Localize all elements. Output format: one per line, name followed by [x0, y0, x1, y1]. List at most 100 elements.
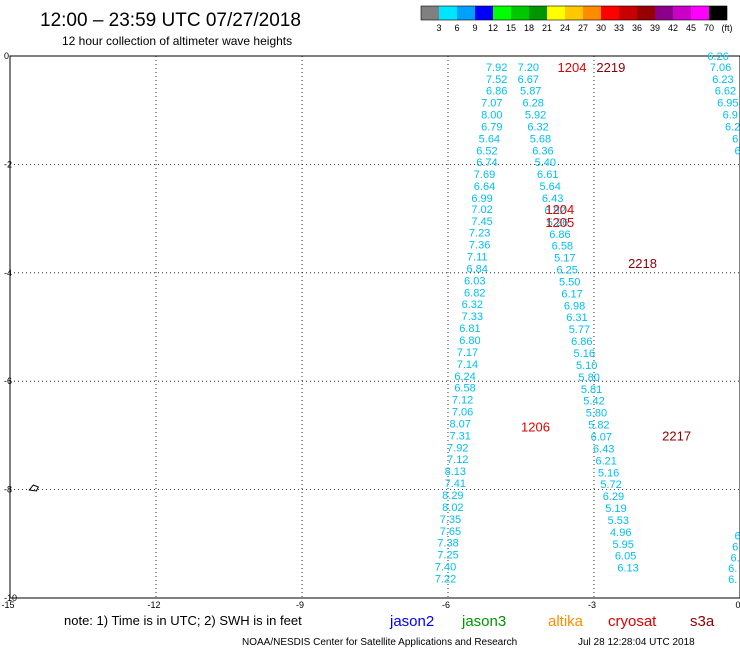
wave-height-label: 5.68: [530, 133, 551, 145]
wave-height-label: 5.81: [581, 384, 602, 396]
wave-height-label: 5.95: [612, 539, 633, 551]
wave-height-label: 7.25: [437, 550, 458, 562]
wave-height-label: 7.23: [469, 228, 490, 240]
wave-height-label: 6: [735, 145, 740, 157]
wave-height-label: 6.43: [593, 443, 614, 455]
wave-height-label: 6.: [728, 574, 737, 586]
wave-height-label: 6.74: [476, 157, 497, 169]
wave-height-label: 8.02: [442, 502, 463, 514]
wave-height-label: 5.26: [547, 217, 568, 229]
color-scale-swatch: [421, 6, 439, 20]
color-scale-swatch: [655, 6, 673, 20]
wave-height-points: 7.927.526.867.078.006.795.646.526.747.69…: [435, 51, 740, 586]
wave-height-label: 7.12: [447, 454, 468, 466]
track-time-label: 1204: [545, 202, 574, 217]
wave-height-label: 6.84: [466, 263, 487, 275]
color-scale-label: 36: [632, 23, 642, 33]
wave-height-label: 8.07: [449, 418, 470, 430]
wave-height-label: 6.86: [549, 229, 570, 241]
legend-jason2: jason2: [389, 613, 434, 630]
x-tick-label: -12: [147, 600, 160, 610]
wave-height-label: 6.32: [462, 299, 483, 311]
satellite-legend: jason2 jason3 altika cryosat s3a: [389, 613, 715, 630]
wave-height-label: 6.79: [481, 121, 502, 133]
wave-height-label: 7.14: [457, 359, 478, 371]
color-scale-label: 12: [488, 23, 498, 33]
legend-jason3: jason3: [461, 613, 506, 630]
color-scale-swatch: [439, 6, 457, 20]
color-scale-swatch: [583, 6, 601, 20]
wave-height-label: 5.42: [583, 396, 604, 408]
y-tick-labels: 0 -2 -4 -6 -8 -10: [4, 51, 17, 603]
wave-height-label: 6.36: [532, 145, 553, 157]
wave-height-label: 6: [732, 133, 738, 145]
wave-height-label: 8.00: [481, 110, 502, 122]
wave-height-label: 6.58: [552, 241, 573, 253]
wave-height-label: 7.92: [447, 442, 468, 454]
y-tick-label: -8: [4, 485, 12, 495]
wave-height-label: 6.86: [486, 86, 507, 98]
color-scale-label: 39: [650, 23, 660, 33]
wave-height-label: 5.82: [588, 420, 609, 432]
y-tick-label: -10: [4, 593, 17, 603]
wave-height-label: 5.16: [574, 348, 595, 360]
color-scale-label: 33: [614, 23, 624, 33]
wave-height-label: 7.22: [435, 573, 456, 585]
wave-height-label: 7.35: [440, 514, 461, 526]
legend-cryosat: cryosat: [608, 613, 657, 630]
wave-height-label: 5.87: [520, 86, 541, 98]
color-scale-label: 42: [668, 23, 678, 33]
x-tick-label: -9: [296, 600, 304, 610]
wave-height-label: 6: [735, 531, 740, 543]
track-time-label: 1205: [545, 215, 574, 230]
color-scale-label: 21: [542, 23, 552, 33]
wave-height-label: 6.: [731, 552, 740, 564]
wave-height-label: 6.31: [566, 312, 587, 324]
wave-height-label: 7.36: [469, 240, 490, 252]
x-tick-labels: -15 -12 -9 -6 -3 0: [1, 600, 740, 610]
color-scale-swatch: [493, 6, 511, 20]
wave-height-label: 6.24: [454, 371, 475, 383]
wave-height-label: 6.07: [591, 431, 612, 443]
color-scale-label: 15: [506, 23, 516, 33]
wave-height-label: 7.41: [445, 478, 466, 490]
wave-height-label: 6.82: [464, 287, 485, 299]
wave-height-label: 5.80: [578, 372, 599, 384]
color-scale-label: 24: [560, 23, 570, 33]
x-tick-label: -6: [442, 600, 450, 610]
wave-height-label: 6.25: [557, 265, 578, 277]
wave-height-label: 6.81: [459, 323, 480, 335]
chart-title: 12:00 – 23:59 UTC 07/27/2018: [40, 10, 301, 31]
wave-height-label: 6.86: [571, 336, 592, 348]
wave-height-label: 6.23: [712, 74, 733, 86]
wave-height-label: 7.52: [486, 74, 507, 86]
wave-height-label: 6.64: [474, 181, 495, 193]
wave-height-label: 5.77: [569, 324, 590, 336]
wave-height-label: 5.16: [598, 467, 619, 479]
wave-height-label: 6.52: [476, 145, 497, 157]
x-tick-label: 0: [735, 600, 740, 610]
wave-height-label: 7.06: [710, 62, 731, 74]
footer-note: note: 1) Time is in UTC; 2) SWH is in fe…: [64, 613, 302, 628]
wave-height-label: 6.43: [542, 193, 563, 205]
wave-height-label: 6.58: [454, 383, 475, 395]
wave-height-label: 6.03: [464, 275, 485, 287]
wave-height-label: 5.40: [535, 157, 556, 169]
track-time-label: 1204: [558, 60, 587, 75]
wave-height-label: 8.29: [442, 490, 463, 502]
wave-height-label: 4.96: [610, 527, 631, 539]
chart-subtitle: 12 hour collection of altimeter wave hei…: [62, 34, 292, 48]
wave-height-label: 5.53: [608, 515, 629, 527]
wave-height-label: 7.02: [471, 204, 492, 216]
wave-height-label: 7.92: [486, 62, 507, 74]
wave-height-label: 6.99: [471, 193, 492, 205]
wave-height-label: 6.92: [544, 205, 565, 217]
footer-credit: NOAA/NESDIS Center for Satellite Applica…: [242, 637, 517, 648]
wave-height-label: 7.20: [518, 62, 539, 74]
color-scale-label: 18: [524, 23, 534, 33]
color-scale-border: [420, 5, 728, 21]
wave-height-label: 5.92: [525, 110, 546, 122]
wave-height-label: 7.33: [462, 311, 483, 323]
wave-height-label: 6.62: [715, 86, 736, 98]
footer-timestamp: Jul 28 12:28:04 UTC 2018: [578, 637, 695, 648]
